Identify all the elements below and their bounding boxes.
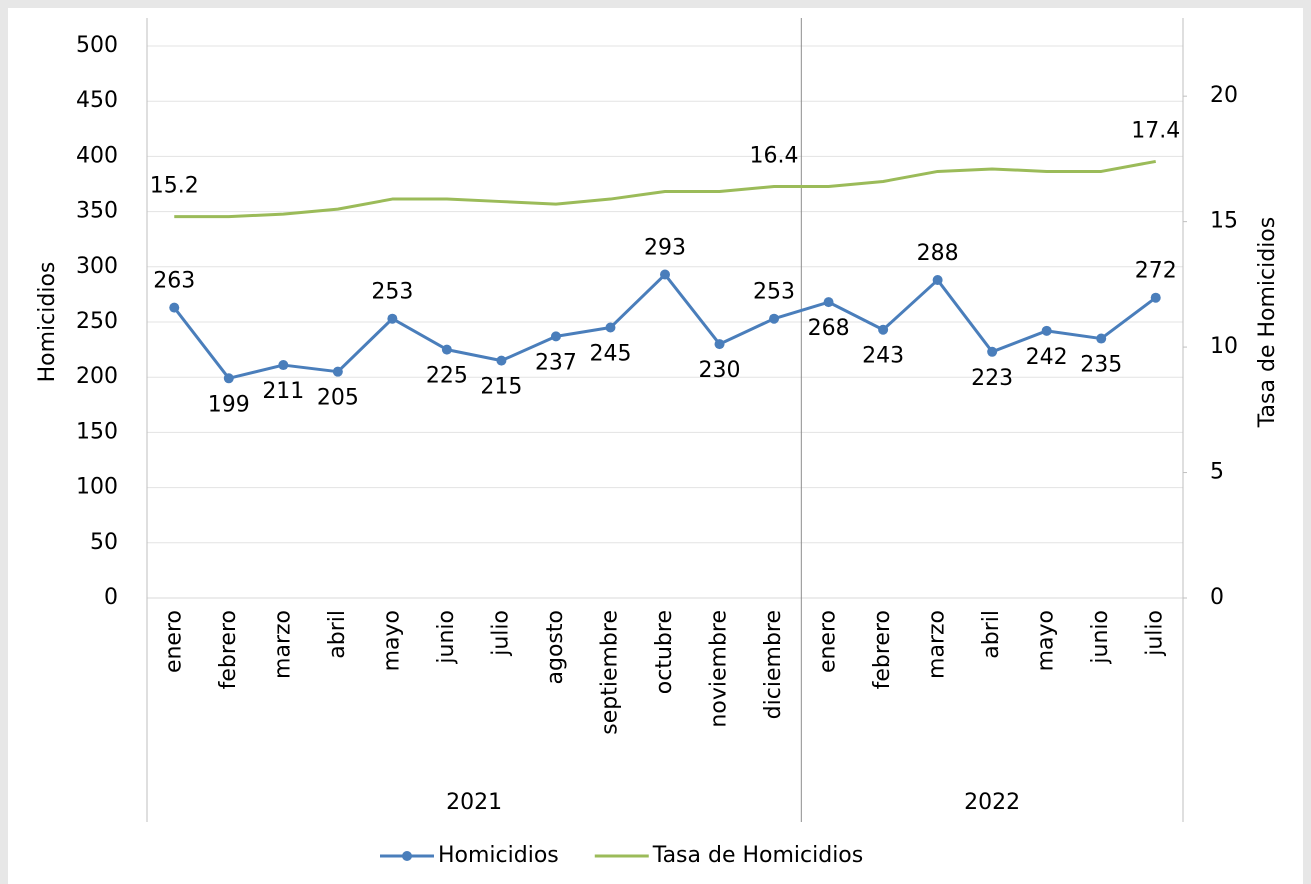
data-point <box>223 373 234 384</box>
data-point <box>1041 325 1052 336</box>
x-group-label: 2021 <box>446 790 502 815</box>
x-tick-label: enero <box>816 610 841 673</box>
y-tick-label: 500 <box>76 33 118 58</box>
data-point <box>605 322 616 333</box>
x-tick-label: junio <box>434 610 459 665</box>
y2-axis-title: Tasa de Homicidios <box>1255 217 1280 428</box>
data-point <box>714 339 725 350</box>
data-label: 199 <box>208 392 250 417</box>
x-tick-label: enero <box>161 610 186 673</box>
data-point <box>769 313 780 324</box>
y-tick-label: 50 <box>90 530 118 555</box>
data-label: 223 <box>971 366 1013 391</box>
x-tick-label: marzo <box>270 610 295 679</box>
x-group-label: 2022 <box>964 790 1020 815</box>
data-point <box>1150 292 1161 303</box>
series-line <box>174 159 1157 219</box>
data-point <box>987 346 998 357</box>
x-tick-label: septiembre <box>597 610 622 735</box>
data-point <box>496 355 507 366</box>
data-label: 235 <box>1080 353 1122 378</box>
legend-label: Homicidios <box>438 843 559 868</box>
data-label: 16.4 <box>750 144 799 169</box>
data-point <box>169 302 180 313</box>
data-label: 253 <box>371 280 413 305</box>
y-tick-label: 400 <box>76 143 118 168</box>
data-point <box>332 366 343 377</box>
data-label: 15.2 <box>150 174 199 199</box>
x-tick-label: abril <box>325 610 350 659</box>
data-label: 272 <box>1135 259 1177 284</box>
y-axis-title: Homicidios <box>35 262 60 383</box>
x-tick-label: mayo <box>1034 610 1059 671</box>
data-point <box>823 297 834 308</box>
data-label: 225 <box>426 364 468 389</box>
x-tick-label: marzo <box>925 610 950 679</box>
data-point <box>932 275 943 286</box>
x-tick-label: octubre <box>652 610 677 694</box>
y2-tick-label: 0 <box>1210 585 1224 610</box>
legend-marker <box>402 851 412 861</box>
data-label: 230 <box>699 358 741 383</box>
data-label: 253 <box>753 280 795 305</box>
x-tick-label: julio <box>488 610 513 657</box>
data-point <box>878 324 889 335</box>
x-tick-label: julio <box>1143 610 1168 657</box>
y-tick-label: 250 <box>76 309 118 334</box>
data-label: 215 <box>480 375 522 400</box>
x-tick-label: agosto <box>543 610 568 684</box>
data-label: 242 <box>1026 345 1068 370</box>
y-tick-label: 100 <box>76 475 118 500</box>
x-tick-label: mayo <box>379 610 404 671</box>
data-point <box>387 313 398 324</box>
data-label: 288 <box>917 241 959 266</box>
y2-tick-label: 20 <box>1210 83 1238 108</box>
data-point <box>1096 333 1107 344</box>
y2-tick-label: 15 <box>1210 209 1238 234</box>
data-label: 211 <box>262 379 304 404</box>
y2-tick-label: 10 <box>1210 334 1238 359</box>
data-label: 237 <box>535 350 577 375</box>
x-tick-label: noviembre <box>707 610 732 728</box>
data-label: 245 <box>589 342 631 367</box>
y-tick-label: 300 <box>76 254 118 279</box>
x-tick-label: diciembre <box>761 610 786 719</box>
data-label: 263 <box>153 269 195 294</box>
chart-area <box>8 8 1303 884</box>
x-tick-label: febrero <box>870 610 895 689</box>
data-label: 243 <box>862 344 904 369</box>
data-label: 205 <box>317 386 359 411</box>
data-point <box>278 360 289 371</box>
data-label: 268 <box>808 316 850 341</box>
x-tick-label: abril <box>979 610 1004 659</box>
data-label: 293 <box>644 236 686 261</box>
y-tick-label: 0 <box>104 585 118 610</box>
y-tick-label: 150 <box>76 419 118 444</box>
y2-tick-label: 5 <box>1210 460 1224 485</box>
data-point <box>660 269 670 280</box>
y-tick-label: 200 <box>76 364 118 389</box>
y-tick-label: 450 <box>76 88 118 113</box>
legend-label: Tasa de Homicidios <box>652 843 863 868</box>
y-tick-label: 350 <box>76 199 118 224</box>
x-tick-label: junio <box>1088 610 1113 665</box>
data-point <box>441 344 452 355</box>
data-label: 17.4 <box>1131 118 1180 143</box>
data-point <box>550 331 561 342</box>
x-tick-label: febrero <box>216 610 241 689</box>
